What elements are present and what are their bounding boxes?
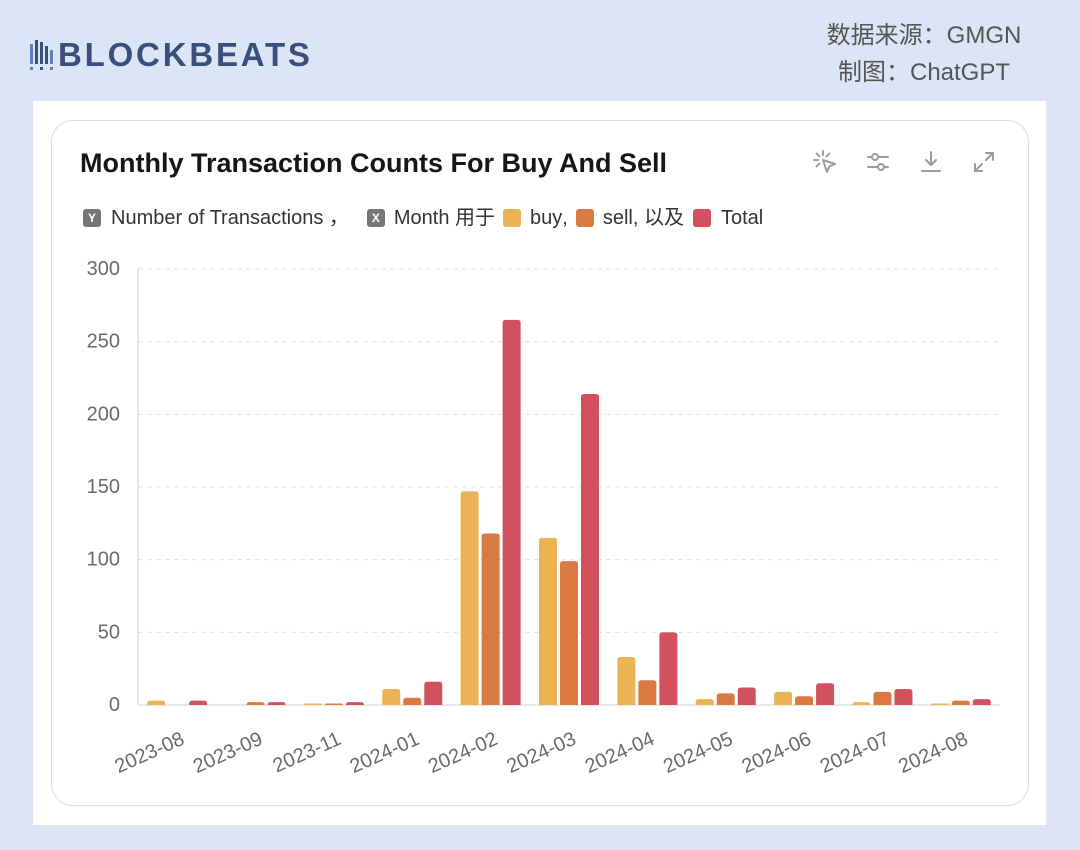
- bar-total-2024-03[interactable]: [581, 393, 599, 705]
- y-axis-label: Number of Transactions: [111, 207, 324, 229]
- y-grid: 0 50 100 150 200 250 300: [87, 258, 1000, 716]
- blockbeats-bars-icon: [30, 40, 53, 70]
- bar-sell-2023-11[interactable]: [324, 703, 343, 705]
- bar-sell-2024-01[interactable]: [403, 697, 422, 705]
- x-tick-label: 2024-07: [817, 728, 893, 778]
- legend-separator-sell: , 以及: [632, 207, 684, 229]
- y-axis-badge: Y: [83, 209, 101, 227]
- bar-total-2024-06[interactable]: [816, 683, 835, 705]
- bar-total-2024-05[interactable]: [737, 687, 756, 705]
- legend-swatch-sell[interactable]: [575, 209, 594, 227]
- y-tick-label: 50: [98, 621, 120, 643]
- y-tick-label: 0: [109, 694, 120, 716]
- x-tick-label: 2023-09: [190, 728, 266, 778]
- data-source-credit: 数据来源：GMGN: [826, 22, 1022, 49]
- bar-sell-2024-07[interactable]: [873, 691, 892, 705]
- bar-buy-2023-08[interactable]: [147, 700, 166, 705]
- bar-sell-2024-05[interactable]: [716, 693, 735, 705]
- brand-name: BLOCKBEATS: [58, 36, 313, 73]
- chart-toolbar: [812, 149, 997, 175]
- sliders-icon-graphic[interactable]: [865, 149, 891, 175]
- bar-total-2024-04[interactable]: [659, 632, 678, 705]
- chart-legend: Y Number of Transactions ， X Month 用于 bu…: [83, 205, 763, 231]
- legend-swatch-total[interactable]: [693, 209, 711, 227]
- bar-buy-2024-02[interactable]: [460, 491, 479, 705]
- legend-swatch-buy[interactable]: [503, 209, 522, 227]
- legend-label-buy: buy: [530, 207, 563, 229]
- bar-sell-2024-06[interactable]: [795, 696, 814, 705]
- y-tick-label: 250: [87, 331, 120, 353]
- x-tick-label: 2024-01: [347, 728, 423, 778]
- y-tick-label: 150: [87, 476, 120, 498]
- bar-total-2023-11[interactable]: [345, 702, 364, 705]
- bar-sell-2024-08[interactable]: [951, 700, 970, 705]
- bar-buy-2024-05[interactable]: [695, 699, 714, 705]
- bar-buy-2024-04[interactable]: [617, 657, 636, 705]
- bars: [147, 319, 991, 705]
- bar-buy-2024-01[interactable]: [382, 689, 401, 705]
- bar-sell-2024-02[interactable]: [481, 533, 500, 705]
- bar-total-2024-01[interactable]: [424, 681, 443, 705]
- x-axis-badge: X: [366, 209, 385, 227]
- legend-separator-buy: ,: [562, 207, 568, 229]
- bar-total-2023-08[interactable]: [189, 700, 208, 705]
- bar-buy-2024-08[interactable]: [930, 703, 949, 705]
- bar-buy-2024-06[interactable]: [774, 691, 793, 705]
- chart-credits: 数据来源：GMGN 制图：ChatGPT: [800, 17, 1048, 91]
- x-tick-label: 2024-05: [660, 728, 736, 778]
- legend-label-total: Total: [721, 207, 764, 229]
- x-tick-label: 2024-06: [739, 728, 815, 778]
- legend-separator-y: ，: [323, 207, 349, 229]
- bar-sell-2024-03[interactable]: [560, 561, 578, 705]
- expand-icon[interactable]: [971, 149, 997, 175]
- x-axis-label: Month: [393, 207, 450, 229]
- bar-buy-2024-03[interactable]: [539, 537, 557, 705]
- bar-sell-2024-04[interactable]: [638, 680, 657, 705]
- legend-label-sell: sell: [602, 207, 633, 229]
- y-tick-label: 200: [87, 403, 120, 425]
- chart-panel: Monthly Transaction Counts For Buy And S…: [33, 101, 1046, 825]
- chart-maker-credit: 制图：ChatGPT: [837, 59, 1011, 86]
- download-icon[interactable]: [918, 149, 944, 175]
- x-tick-label: 2024-02: [425, 728, 501, 778]
- x-tick-labels: 2023-08 2023-09 2023-11 2024-01 2024-02 2024-…: [112, 728, 972, 778]
- click-sparkle-icon[interactable]: [812, 149, 838, 175]
- y-tick-label: 300: [87, 258, 120, 280]
- x-tick-label: 2023-08: [112, 728, 188, 778]
- blockbeats-logo: BLOCKBEATS: [30, 37, 313, 73]
- bar-total-2024-02[interactable]: [502, 319, 521, 705]
- bar-buy-2023-11[interactable]: [303, 703, 322, 705]
- x-tick-label: 2024-03: [503, 728, 579, 778]
- x-tick-label: 2024-08: [895, 728, 971, 778]
- click-sparkle-icon-graphic[interactable]: [812, 149, 838, 175]
- bar-buy-2024-07[interactable]: [852, 702, 871, 705]
- bar-sell-2023-09[interactable]: [246, 702, 265, 705]
- expand-icon-graphic[interactable]: [971, 149, 997, 175]
- bar-total-2023-09[interactable]: [267, 702, 286, 705]
- chart-card: Monthly Transaction Counts For Buy And S…: [51, 120, 1029, 806]
- legend-separator-x: 用于: [449, 207, 496, 229]
- x-tick-label: 2023-11: [270, 728, 345, 777]
- bar-total-2024-07[interactable]: [894, 689, 913, 705]
- chart-title: Monthly Transaction Counts For Buy And S…: [80, 148, 668, 178]
- bar-total-2024-08[interactable]: [972, 699, 991, 705]
- x-tick-label: 2024-04: [582, 728, 658, 778]
- y-tick-label: 100: [87, 549, 120, 571]
- sliders-icon[interactable]: [865, 149, 891, 175]
- download-icon-graphic[interactable]: [918, 149, 944, 175]
